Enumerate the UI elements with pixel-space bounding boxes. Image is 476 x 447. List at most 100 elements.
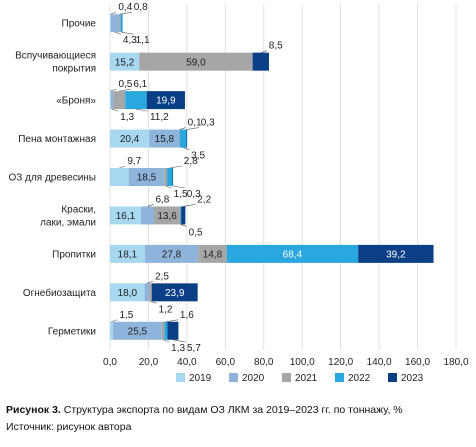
data-label: 11,2 [150, 112, 169, 123]
category-label: Пена монтажная [18, 134, 96, 145]
data-label: 1,3 [120, 112, 134, 123]
data-label: 6,8 [155, 194, 169, 205]
data-label: 15,2 [115, 57, 135, 68]
label-leader [172, 339, 186, 343]
data-label: 1,2 [159, 304, 173, 315]
data-label: 16,1 [116, 211, 136, 222]
label-leader [179, 127, 186, 130]
bar-segment-2020 [110, 14, 120, 33]
x-axis: 0,0 20,0 40,0 60,0 80,0 100,0 120,0 140,0 160,0 1… [103, 357, 469, 368]
x-tick-label: 140,0 [367, 357, 392, 368]
category-label: Герметики [48, 326, 96, 337]
category-label: Вспучивающиеся покрытия [15, 51, 96, 75]
figure-caption: Рисунок 3. Структура экспорта по видам О… [6, 404, 403, 416]
data-label: 6,1 [133, 79, 147, 90]
bars [110, 14, 434, 340]
category-label: «Броня» [56, 96, 96, 107]
bar-segment-2021 [154, 206, 181, 225]
data-label: 0,1 [188, 118, 202, 129]
legend-swatch-2021 [282, 373, 291, 382]
legend-label: 2019 [189, 373, 212, 384]
label-leader [110, 11, 117, 15]
data-label: 13,6 [157, 211, 177, 222]
data-label: 15,8 [155, 134, 175, 145]
label-leader [183, 147, 190, 150]
label-leader [119, 88, 132, 92]
bar-segment-2023 [167, 321, 179, 340]
bar-segment-2023 [358, 244, 434, 263]
data-label: 59,0 [186, 57, 206, 68]
data-labels: 0,4 4,3 0,8 1,115,2 59,0 8,5 0,5 1,3 6,1 11,2 19,9… [110, 2, 406, 354]
x-tick-label: 120,0 [328, 357, 353, 368]
bar-segment-2019 [110, 244, 145, 263]
data-label: 3,5 [191, 151, 205, 162]
label-leader [163, 339, 170, 343]
caption-number: Рисунок 3. [6, 404, 61, 416]
data-label: 1,5 [119, 310, 133, 321]
data-label: 5,7 [187, 343, 201, 354]
data-label: 2,8 [184, 156, 198, 167]
bar-segment-2021 [113, 91, 126, 110]
x-tick-label: 100,0 [290, 357, 315, 368]
bar-segment-2021 [198, 244, 227, 263]
data-label: 18,0 [118, 288, 138, 299]
label-leader [172, 185, 185, 189]
bar-segment-2023 [151, 283, 198, 302]
label-leader [146, 281, 154, 284]
label-leader [169, 165, 182, 169]
category-label: ОЗ для древесины [9, 173, 96, 184]
bar-segment-2023 [146, 91, 185, 110]
data-label: 2,5 [155, 271, 169, 282]
data-label: 68,4 [283, 249, 303, 260]
bar-segment-2020 [144, 283, 150, 302]
export-structure-chart: 0,4 4,3 0,8 1,115,2 59,0 8,5 0,5 1,3 6,1 11,2 19,9… [9, 2, 469, 384]
data-label: 23,9 [165, 288, 185, 299]
data-label: 0,5 [118, 79, 132, 90]
bar-segment-2022 [120, 14, 123, 33]
bar-segment-2021 [119, 14, 121, 33]
data-label: 19,9 [156, 96, 176, 107]
data-label: 0,4 [118, 2, 132, 13]
bar-segment-2019 [110, 206, 141, 225]
bar-segment-2022 [180, 206, 182, 225]
label-leader [112, 108, 119, 112]
data-label: 2,2 [197, 194, 211, 205]
bar-segment-2022 [179, 129, 187, 148]
label-leader [180, 224, 187, 227]
bar-segment-2020 [110, 91, 114, 110]
label-leader [119, 11, 132, 15]
data-label: 25,5 [128, 326, 148, 337]
x-tick-label: 60,0 [216, 357, 236, 368]
label-leader [135, 108, 148, 112]
legend-label: 2020 [242, 373, 265, 384]
label-leader [186, 127, 199, 130]
data-label: 0,3 [201, 118, 215, 129]
bar-segment-2019 [110, 14, 111, 33]
legend: 2019 2020 2021 2022 2023 [176, 373, 424, 384]
bar-segment-2021 [161, 321, 165, 340]
label-leader [260, 50, 267, 53]
data-label: 18,1 [118, 249, 138, 260]
data-label: 0,3 [187, 189, 201, 200]
label-leader [110, 88, 117, 92]
bar-segment-2019 [110, 168, 129, 186]
label-leader [119, 165, 126, 169]
label-leader [183, 204, 196, 207]
legend-swatch-2022 [335, 373, 344, 382]
bar-segment-2021 [139, 52, 253, 71]
caption-text: Структура экспорта по видам ОЗ ЛКМ за 20… [60, 404, 403, 416]
bar-segment-2020 [149, 129, 180, 148]
data-label: 1,3 [171, 343, 185, 354]
data-label: 1,6 [180, 310, 194, 321]
legend-label: 2021 [295, 373, 318, 384]
bar-segment-2019 [110, 52, 140, 71]
category-label: Огнебиозащита [23, 287, 97, 299]
bar-segment-2023 [172, 168, 174, 186]
category-labels: Прочие Вспучивающиеся покрытия «Броня» Пена … [9, 19, 97, 338]
data-label: 14,8 [203, 249, 223, 260]
bar-segment-2019 [110, 283, 145, 302]
data-label: 0,5 [189, 227, 203, 238]
bar-segment-2023 [186, 129, 188, 148]
category-label: Краски, лаки, эмали [40, 204, 96, 228]
data-label: 18,5 [137, 173, 157, 184]
